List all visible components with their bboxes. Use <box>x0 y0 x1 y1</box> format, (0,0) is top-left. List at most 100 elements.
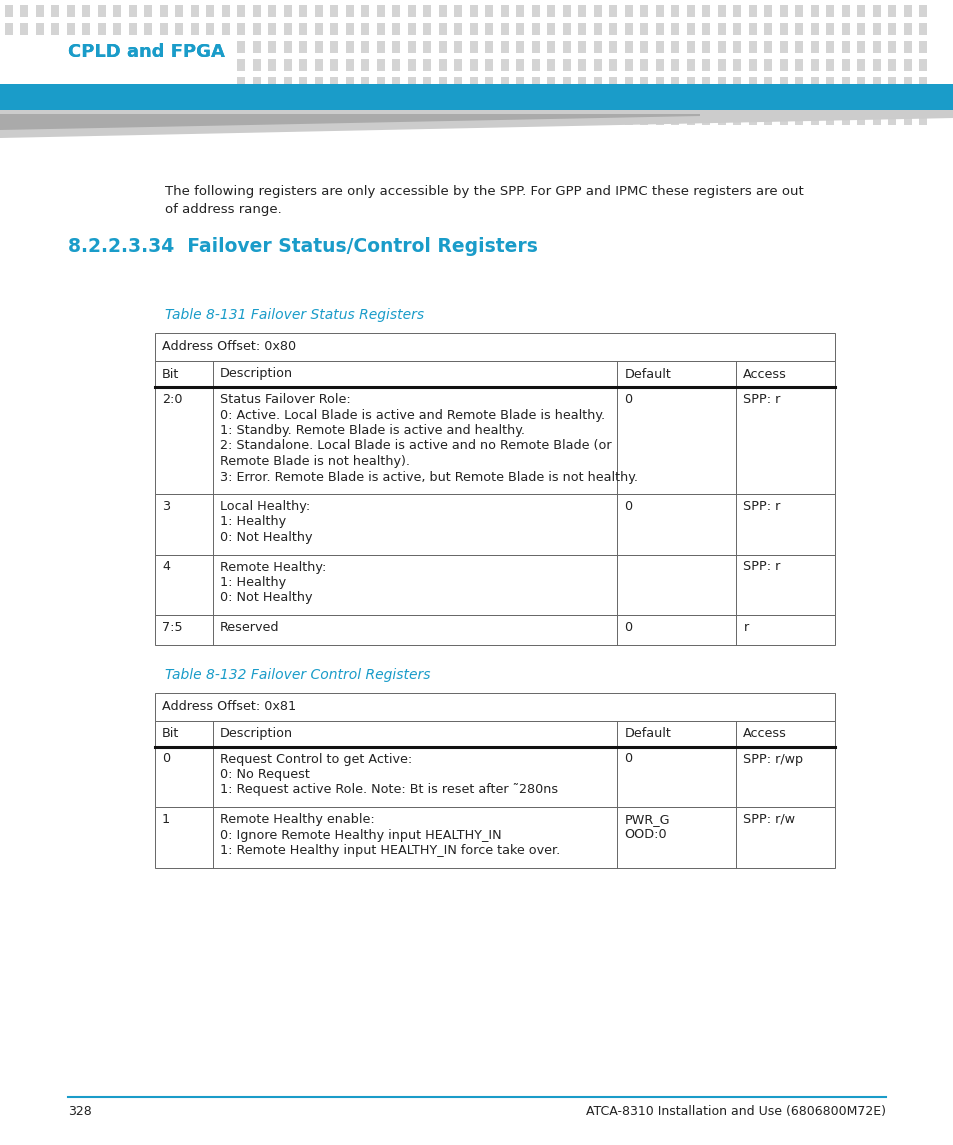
Bar <box>795 5 802 17</box>
Bar <box>825 23 834 35</box>
Text: 0: 0 <box>624 621 632 634</box>
Bar <box>763 41 772 53</box>
Bar <box>284 41 292 53</box>
Bar <box>795 77 802 89</box>
Bar <box>516 95 524 106</box>
Bar <box>175 113 183 125</box>
Text: Bit: Bit <box>162 727 179 740</box>
Bar <box>20 95 29 106</box>
Bar <box>154 747 834 807</box>
Bar <box>82 5 91 17</box>
Bar <box>361 95 369 106</box>
Bar <box>268 77 276 89</box>
Bar <box>98 95 106 106</box>
Bar <box>237 60 245 71</box>
Bar <box>361 60 369 71</box>
Bar <box>284 60 292 71</box>
Bar <box>98 60 106 71</box>
Bar <box>314 23 323 35</box>
Bar <box>639 60 648 71</box>
Text: 1: Remote Healthy input HEALTHY_IN force take over.: 1: Remote Healthy input HEALTHY_IN force… <box>219 844 559 856</box>
Bar <box>594 41 601 53</box>
Bar <box>144 41 152 53</box>
Text: 0: Not Healthy: 0: Not Healthy <box>219 592 312 605</box>
Bar <box>160 41 168 53</box>
Bar <box>532 5 539 17</box>
Text: SPP: r/w: SPP: r/w <box>742 813 795 826</box>
Bar <box>206 60 214 71</box>
Bar <box>0 84 953 110</box>
Bar <box>175 23 183 35</box>
Bar <box>20 60 29 71</box>
Bar <box>532 41 539 53</box>
Bar <box>36 113 44 125</box>
Bar <box>795 60 802 71</box>
Text: 1: Healthy: 1: Healthy <box>219 515 286 529</box>
Bar <box>206 23 214 35</box>
Bar <box>299 113 307 125</box>
Bar <box>175 77 183 89</box>
Bar <box>733 5 740 17</box>
Bar <box>500 113 509 125</box>
Bar <box>872 41 880 53</box>
Bar <box>268 95 276 106</box>
Bar <box>67 5 75 17</box>
Bar <box>67 41 75 53</box>
Bar <box>516 41 524 53</box>
Bar <box>154 615 834 645</box>
Bar <box>361 41 369 53</box>
Bar <box>857 95 864 106</box>
Bar <box>748 23 757 35</box>
Bar <box>639 95 648 106</box>
Bar <box>376 41 385 53</box>
Text: 0: 0 <box>624 752 632 766</box>
Bar <box>314 77 323 89</box>
Bar <box>376 113 385 125</box>
Bar <box>113 5 121 17</box>
Bar <box>919 5 926 17</box>
Text: Description: Description <box>219 727 293 740</box>
Bar <box>299 77 307 89</box>
Text: r: r <box>742 621 748 634</box>
Text: CPLD and FPGA: CPLD and FPGA <box>68 44 225 61</box>
Bar <box>454 60 462 71</box>
Bar <box>795 23 802 35</box>
Bar <box>408 113 416 125</box>
Bar <box>67 60 75 71</box>
Text: SPP: r: SPP: r <box>742 500 780 513</box>
Bar <box>253 95 261 106</box>
Bar <box>578 60 586 71</box>
Bar <box>903 5 911 17</box>
Bar <box>0 35 230 95</box>
Text: The following registers are only accessible by the SPP. For GPP and IPMC these r: The following registers are only accessi… <box>165 185 803 198</box>
Bar <box>67 113 75 125</box>
Bar <box>485 77 493 89</box>
Bar <box>841 41 849 53</box>
Bar <box>82 60 91 71</box>
Bar <box>191 23 199 35</box>
Bar <box>346 41 354 53</box>
Text: of address range.: of address range. <box>165 203 281 216</box>
Bar <box>330 41 338 53</box>
Text: Default: Default <box>624 368 671 380</box>
Bar <box>51 95 59 106</box>
Bar <box>718 77 725 89</box>
Bar <box>67 77 75 89</box>
Bar <box>268 41 276 53</box>
Bar <box>872 5 880 17</box>
Bar <box>516 113 524 125</box>
Bar <box>609 113 617 125</box>
Text: 328: 328 <box>68 1105 91 1118</box>
Bar <box>206 77 214 89</box>
Bar <box>903 95 911 106</box>
Bar <box>51 77 59 89</box>
Bar <box>330 5 338 17</box>
Bar <box>485 5 493 17</box>
Bar <box>810 23 818 35</box>
Bar <box>639 113 648 125</box>
Bar <box>748 60 757 71</box>
Bar <box>903 41 911 53</box>
Bar <box>392 113 400 125</box>
Bar <box>314 113 323 125</box>
Bar <box>361 113 369 125</box>
